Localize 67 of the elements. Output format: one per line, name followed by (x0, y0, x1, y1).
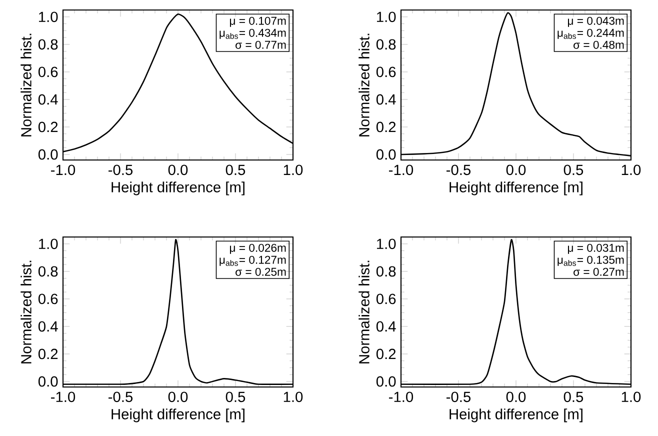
x-tick-label: 1.0 (622, 392, 641, 402)
y-tick-label: 0.2 (38, 122, 58, 132)
x-tick-label: -1.0 (389, 392, 414, 402)
y-tick-label: 0.0 (376, 376, 396, 387)
y-tick-label: 0.8 (376, 39, 396, 50)
x-tick-label: -0.5 (446, 392, 471, 402)
x-tick-label: 0.5 (564, 164, 584, 176)
annotation: μ$_{abs}$= 0.127m (220, 256, 286, 266)
y-tick-label: 0.0 (38, 149, 58, 160)
annotation: μ = 0.107m (230, 16, 286, 27)
x-tick-label: -1.0 (389, 164, 414, 176)
y-tick-label: 0.2 (38, 348, 58, 360)
y-tick-label: 1.0 (39, 12, 58, 22)
y-tick-label: 0.2 (376, 122, 396, 132)
annotation: μ = 0.043m (568, 16, 624, 27)
x-tick-label: -0.5 (108, 164, 133, 176)
x-tick-label: 1.0 (284, 392, 303, 402)
annotation: σ = 0.77m (236, 40, 286, 49)
x-tick-label: -1.0 (51, 392, 76, 402)
y-axis-title: Normalized hist. (20, 260, 32, 364)
line-series (401, 12, 631, 157)
y-tick-label: 0.2 (376, 348, 396, 360)
x-tick-label: 1.0 (622, 164, 641, 176)
y-tick-label: 0.0 (376, 149, 396, 160)
y-tick-label: 0.6 (38, 294, 58, 304)
annotation: σ = 0.48m (574, 40, 624, 49)
x-tick-label: 1.0 (284, 164, 303, 176)
y-axis-title: Normalized hist. (358, 34, 370, 136)
x-tick-label: 0.0 (506, 164, 526, 176)
x-tick-label: 0.0 (168, 164, 188, 176)
y-tick-label: 0.8 (38, 39, 58, 50)
y-tick-label: 0.8 (38, 266, 58, 277)
annotation: μ$_{abs}$= 0.434m (220, 28, 286, 39)
y-tick-label: 0.4 (376, 321, 396, 332)
y-tick-label: 0.4 (38, 94, 58, 105)
line-series (63, 239, 293, 385)
annotation: μ$_{abs}$= 0.244m (558, 28, 624, 39)
y-tick-label: 1.0 (377, 12, 396, 22)
y-tick-label: 0.4 (38, 321, 58, 332)
x-tick-label: -1.0 (51, 164, 76, 176)
x-tick-label: 0.5 (226, 392, 246, 402)
y-tick-label: 0.8 (376, 266, 396, 277)
x-tick-label: -0.5 (446, 164, 471, 176)
y-tick-label: 0.4 (376, 94, 396, 105)
x-tick-label: -0.5 (108, 392, 133, 402)
annotation: σ = 0.27m (574, 268, 624, 276)
annotation: σ = 0.25m (236, 268, 286, 276)
y-axis-title: Normalized hist. (358, 260, 370, 364)
y-tick-label: 0.6 (376, 66, 396, 78)
x-tick-label: 0.5 (564, 392, 584, 402)
y-tick-label: 1.0 (377, 238, 396, 250)
annotation: μ = 0.031m (568, 244, 624, 254)
x-axis-title: Height difference [m] (450, 408, 582, 422)
annotation: μ = 0.026m (230, 244, 286, 254)
x-axis-title: Height difference [m] (112, 182, 244, 196)
y-tick-label: 0.6 (376, 294, 396, 304)
annotation: μ$_{abs}$= 0.135m (558, 256, 624, 266)
y-tick-label: 0.0 (38, 376, 58, 387)
x-axis-title: Height difference [m] (450, 182, 582, 196)
x-tick-label: 0.0 (506, 392, 526, 402)
y-tick-label: 0.6 (38, 66, 58, 78)
y-tick-label: 1.0 (39, 238, 58, 250)
x-tick-label: 0.5 (226, 164, 246, 176)
x-axis-title: Height difference [m] (112, 408, 244, 422)
x-tick-label: 0.0 (168, 392, 188, 402)
line-series (401, 239, 631, 385)
y-axis-title: Normalized hist. (20, 34, 32, 136)
